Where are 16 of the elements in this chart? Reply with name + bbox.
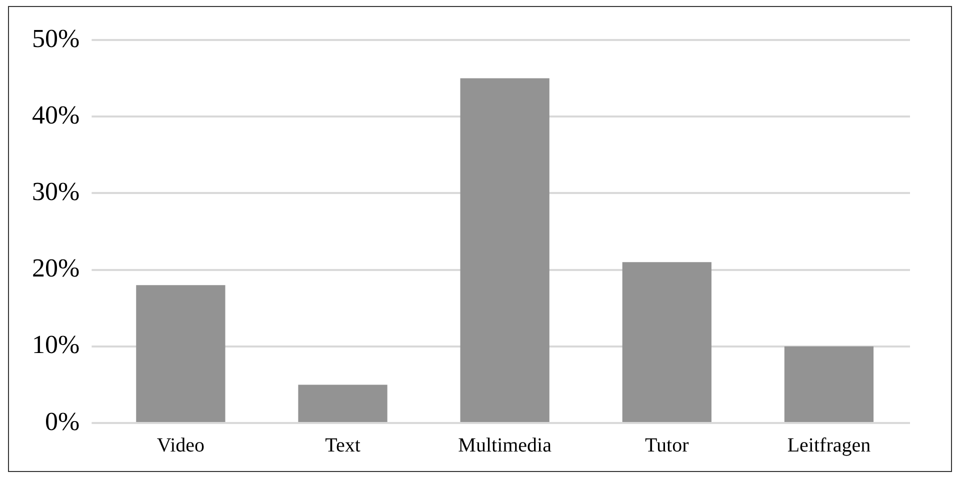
bar — [622, 262, 712, 422]
y-tick-label: 0% — [44, 406, 80, 436]
y-tick-label: 30% — [32, 177, 80, 206]
x-tick-label: Tutor — [645, 434, 690, 456]
y-tick-label: 20% — [32, 254, 80, 283]
y-tick-label: 40% — [32, 100, 80, 130]
x-tick-label: Video — [156, 434, 205, 456]
x-tick-label: Text — [325, 434, 361, 456]
bar — [784, 346, 874, 422]
bar — [298, 384, 388, 422]
y-tick-label: 50% — [32, 24, 80, 53]
bar — [460, 78, 550, 422]
x-tick-label: Leitfragen — [787, 434, 871, 456]
y-tick-label: 10% — [32, 330, 80, 360]
x-tick-label: Multimedia — [458, 434, 552, 456]
bar — [136, 285, 226, 422]
